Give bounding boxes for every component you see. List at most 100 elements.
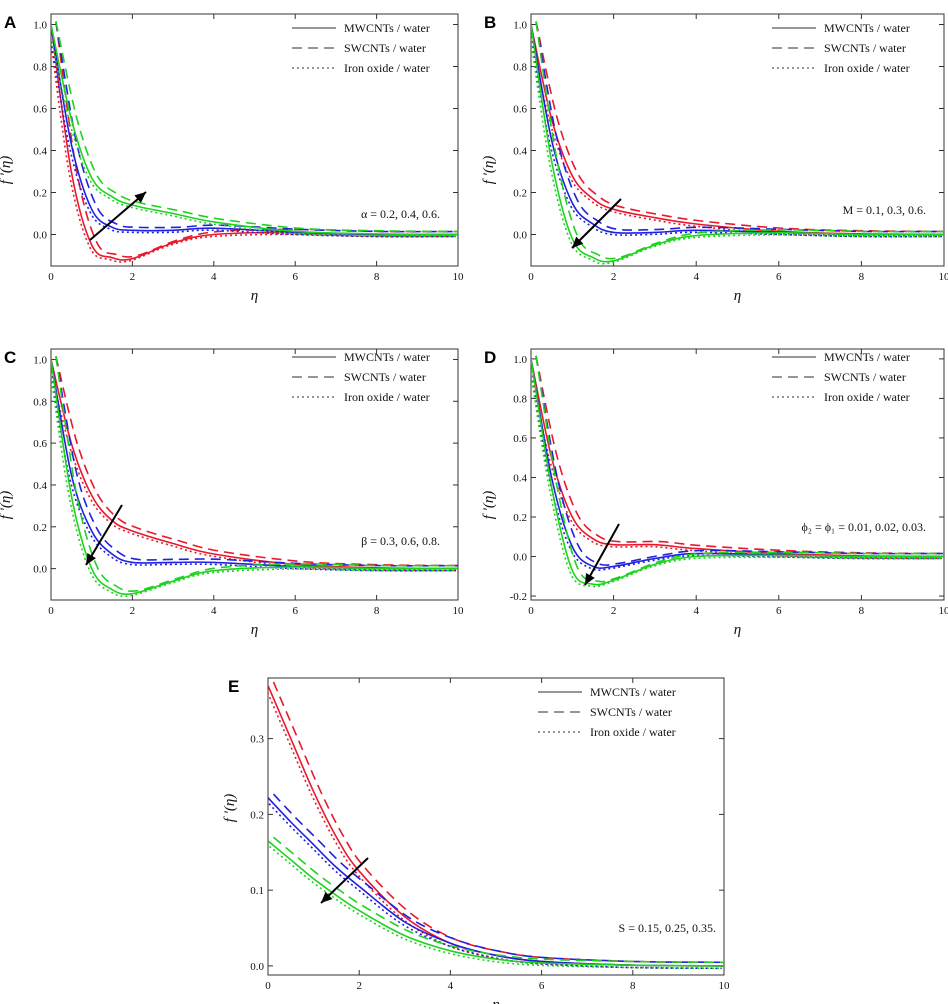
x-tick-label: 2 (356, 980, 362, 992)
legend-label: SWCNTs / water (824, 370, 906, 384)
y-tick-label: 0.0 (33, 564, 47, 576)
x-tick-label: 4 (211, 271, 217, 283)
legend: MWCNTs / water SWCNTs / water Iron oxide /… (772, 21, 910, 75)
trend-arrow-shaft (89, 191, 147, 241)
legend-label: SWCNTs / water (344, 41, 426, 55)
series-line-red-dotted (531, 32, 942, 238)
y-tick-label: 1.0 (513, 354, 527, 366)
x-tick-label: 0 (265, 980, 271, 992)
trend-arrow-shaft (571, 198, 622, 249)
y-tick-label: -0.2 (510, 591, 527, 603)
legend-label: Iron oxide / water (590, 725, 676, 739)
y-tick-label: 0.0 (513, 552, 527, 564)
series-line-green-dotted (531, 369, 942, 588)
panel-label: D (484, 348, 496, 367)
x-tick-label: 4 (693, 605, 699, 617)
trend-arrow-head (572, 236, 584, 248)
y-tick-label: 0.8 (513, 62, 527, 74)
y-tick-label: 0.2 (513, 512, 527, 524)
x-tick-label: 2 (130, 605, 136, 617)
parameter-annotation: S = 0.15, 0.25, 0.35. (619, 921, 716, 935)
x-tick-label: 4 (211, 605, 217, 617)
y-tick-label: 0.8 (33, 62, 47, 74)
legend-label: SWCNTs / water (824, 41, 906, 55)
legend-label: MWCNTs / water (344, 21, 430, 35)
series-line-green-solid (531, 24, 944, 263)
trend-arrow-head (321, 891, 333, 903)
legend-label: Iron oxide / water (824, 61, 910, 75)
x-tick-label: 6 (776, 271, 782, 283)
x-tick-label: 10 (939, 271, 948, 283)
series-line-green-dashed (535, 21, 944, 260)
curves (531, 21, 944, 265)
series-line-green-solid (531, 358, 944, 586)
x-tick-label: 6 (292, 605, 298, 617)
x-tick-label: 10 (453, 605, 465, 617)
x-tick-label: 8 (859, 605, 865, 617)
x-axis-label: η (251, 288, 258, 304)
panel-label: C (4, 348, 16, 367)
legend-label: MWCNTs / water (824, 21, 910, 35)
panel-label: A (4, 13, 16, 32)
series-line-green-dashed (535, 355, 944, 583)
x-tick-label: 6 (292, 271, 298, 283)
y-tick-label: 0.4 (513, 146, 527, 158)
curves (51, 21, 458, 263)
series-line-green-solid (51, 24, 458, 236)
y-tick-label: 1.0 (33, 354, 47, 366)
panel-label: E (228, 677, 239, 696)
parameter-annotation: M = 0.1, 0.3, 0.6. (843, 203, 926, 217)
y-axis-label: f '(η) (0, 491, 14, 520)
y-tick-label: 0.4 (33, 146, 47, 158)
y-tick-label: 0.0 (33, 230, 47, 242)
parameter-annotation: α = 0.2, 0.4, 0.6. (361, 207, 440, 221)
x-tick-label: 8 (374, 605, 380, 617)
y-tick-label: 0.1 (250, 885, 264, 897)
plot-frame (50, 13, 459, 267)
y-tick-label: 0.0 (513, 230, 527, 242)
series-line-blue-dashed (55, 356, 458, 567)
x-tick-label: 8 (630, 980, 636, 992)
legend-label: Iron oxide / water (344, 61, 430, 75)
trend-arrow-head (585, 572, 595, 585)
series-line-blue-dotted (268, 801, 722, 970)
trend-arrow-head (86, 552, 96, 565)
trend-arrow-shaft (85, 504, 123, 566)
x-tick-label: 6 (539, 980, 545, 992)
x-axis-label: η (734, 288, 741, 304)
legend: MWCNTs / water SWCNTs / water Iron oxide /… (772, 350, 910, 404)
legend: MWCNTs / water SWCNTs / water Iron oxide /… (292, 350, 430, 404)
y-tick-label: 0.6 (33, 438, 47, 450)
x-tick-label: 8 (374, 271, 380, 283)
y-axis-label: f '(η) (481, 156, 497, 185)
panel-D: D 0 2 4 6 8 10 -0.2 0.0 0.2 0.4 0.6 0.8 1.0 η f '(η) MWC… (481, 348, 948, 638)
y-tick-label: 0.2 (33, 522, 47, 534)
x-tick-label: 0 (528, 271, 534, 283)
legend-label: Iron oxide / water (344, 390, 430, 404)
x-tick-label: 2 (611, 605, 617, 617)
legend: MWCNTs / water SWCNTs / water Iron oxide /… (538, 685, 676, 739)
x-tick-label: 2 (130, 271, 136, 283)
parameter-annotation: ϕ₂ = ϕ₁ = 0.01, 0.02, 0.03. (801, 520, 926, 534)
legend-label: MWCNTs / water (824, 350, 910, 364)
series-line-green-solid (268, 840, 724, 967)
x-tick-label: 0 (528, 605, 534, 617)
y-tick-label: 0.8 (513, 393, 527, 405)
series-line-blue-dashed (272, 793, 724, 964)
panel-C: C 0 2 4 6 8 10 0.0 0.2 0.4 0.6 0.8 1.0 η f '(η) MWCNTs … (0, 348, 464, 638)
series-line-blue-solid (268, 797, 724, 967)
series-line-blue-dotted (51, 33, 457, 238)
legend-label: MWCNTs / water (344, 350, 430, 364)
series-line-red-solid (51, 24, 458, 261)
curves (531, 355, 944, 588)
series-line-green-dotted (51, 32, 457, 238)
y-tick-label: 0.0 (250, 961, 264, 973)
series-line-blue-dotted (531, 33, 942, 238)
x-tick-label: 8 (859, 271, 865, 283)
series-line-red-dashed (55, 356, 458, 567)
x-tick-label: 10 (939, 605, 948, 617)
plot-frame (530, 13, 945, 267)
y-axis-label: f '(η) (0, 156, 14, 185)
y-tick-label: 0.2 (250, 809, 264, 821)
